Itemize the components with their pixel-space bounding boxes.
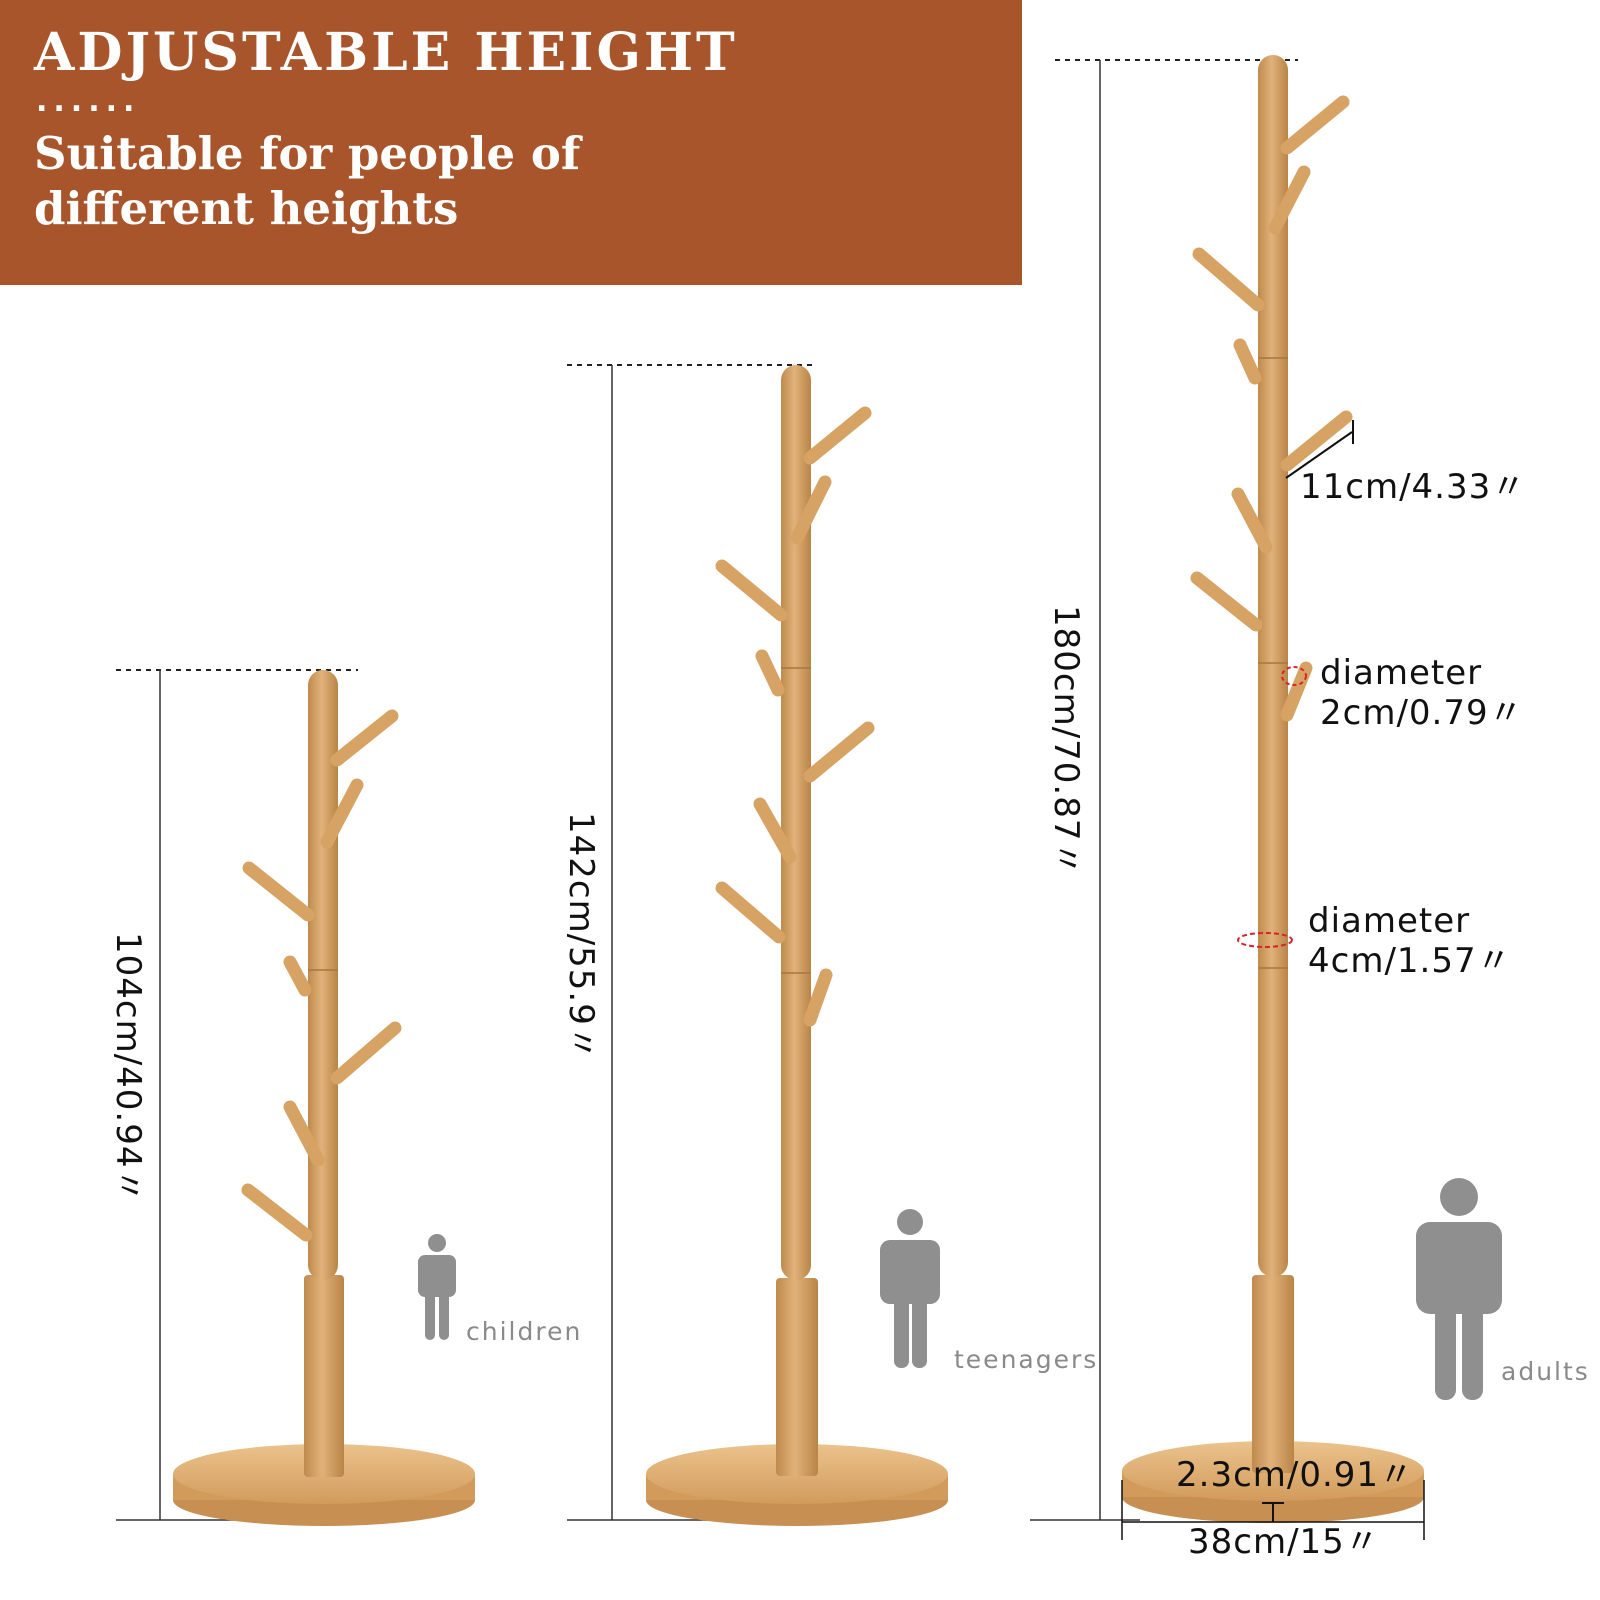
person-label: children [466, 1317, 582, 1346]
person-label: teenagers [954, 1345, 1098, 1374]
person-icon [880, 1209, 940, 1368]
large-diameter-title: diameter [1308, 901, 1470, 941]
hook-length-label: 11cm/4.33〃 [1300, 467, 1526, 507]
rack-children: 104cm/40.94〃 children [108, 670, 582, 1526]
person-icon [418, 1234, 456, 1340]
small-diameter-value: 2cm/0.79〃 [1320, 693, 1524, 733]
lower-sleeve [304, 1275, 344, 1477]
large-diameter-value: 4cm/1.57〃 [1308, 941, 1512, 981]
person-label: adults [1501, 1357, 1590, 1386]
person-icon [1416, 1178, 1502, 1400]
rack-adults: 180cm/70.87〃 11cm/4.33〃 diameter 2cm/0.7… [1030, 55, 1590, 1562]
pole [1258, 55, 1288, 1277]
small-diameter-title: diameter [1320, 653, 1482, 693]
height-label: 142cm/55.9〃 [561, 812, 601, 1061]
rack-teenagers: 142cm/55.9〃 teenagers [561, 365, 1098, 1526]
height-label: 180cm/70.87〃 [1046, 605, 1086, 877]
pole [781, 365, 811, 1280]
lower-sleeve [776, 1278, 818, 1476]
lower-sleeve [1252, 1275, 1294, 1473]
height-label: 104cm/40.94〃 [108, 932, 148, 1204]
base-thickness-label: 2.3cm/0.91〃 [1176, 1455, 1414, 1495]
base-width-label: 38cm/15〃 [1188, 1522, 1380, 1562]
